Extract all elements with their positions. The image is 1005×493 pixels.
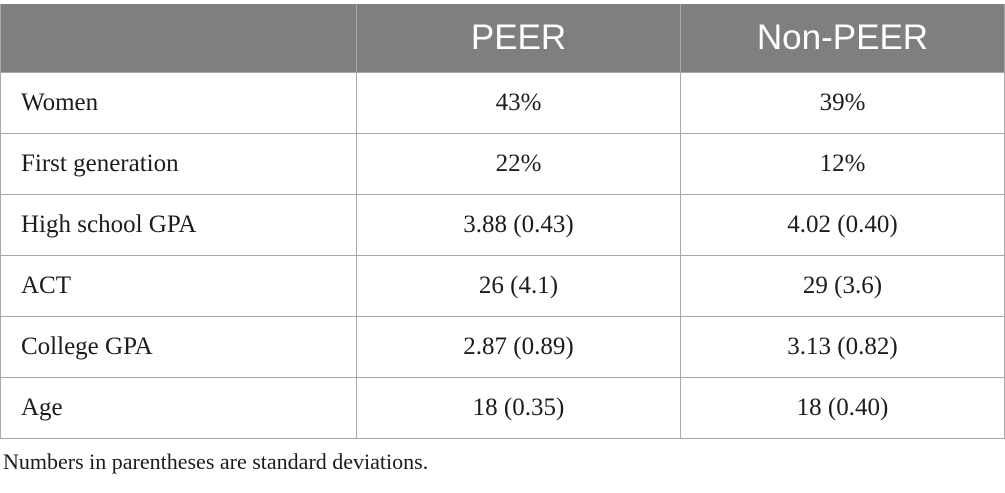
non-peer-value: 29 (3.6) bbox=[680, 255, 1005, 317]
non-peer-value: 12% bbox=[680, 133, 1005, 195]
non-peer-value: 4.02 (0.40) bbox=[680, 194, 1005, 256]
table-row: College GPA 2.87 (0.89) 3.13 (0.82) bbox=[0, 316, 1005, 378]
peer-value: 22% bbox=[356, 133, 681, 195]
peer-value: 18 (0.35) bbox=[356, 377, 681, 439]
row-label: High school GPA bbox=[0, 194, 357, 256]
row-label: Age bbox=[0, 377, 357, 439]
demographics-table: PEER Non-PEER Women 43% 39% First genera… bbox=[0, 4, 1005, 439]
table-row: High school GPA 3.88 (0.43) 4.02 (0.40) bbox=[0, 194, 1005, 256]
table-header-row: PEER Non-PEER bbox=[0, 4, 1005, 73]
table-row: Age 18 (0.35) 18 (0.40) bbox=[0, 377, 1005, 439]
row-label: Women bbox=[0, 72, 357, 134]
row-label: ACT bbox=[0, 255, 357, 317]
peer-value: 2.87 (0.89) bbox=[356, 316, 681, 378]
non-peer-value: 39% bbox=[680, 72, 1005, 134]
table-row: Women 43% 39% bbox=[0, 72, 1005, 134]
non-peer-value: 18 (0.40) bbox=[680, 377, 1005, 439]
row-label: College GPA bbox=[0, 316, 357, 378]
peer-value: 26 (4.1) bbox=[356, 255, 681, 317]
peer-value: 3.88 (0.43) bbox=[356, 194, 681, 256]
table-row: ACT 26 (4.1) 29 (3.6) bbox=[0, 255, 1005, 317]
non-peer-value: 3.13 (0.82) bbox=[680, 316, 1005, 378]
row-label: First generation bbox=[0, 133, 357, 195]
table-row: First generation 22% 12% bbox=[0, 133, 1005, 195]
header-empty-cell bbox=[0, 4, 357, 73]
peer-value: 43% bbox=[356, 72, 681, 134]
header-non-peer: Non-PEER bbox=[680, 4, 1005, 73]
header-peer: PEER bbox=[356, 4, 681, 73]
table-footnote: Numbers in parentheses are standard devi… bbox=[3, 449, 429, 474]
